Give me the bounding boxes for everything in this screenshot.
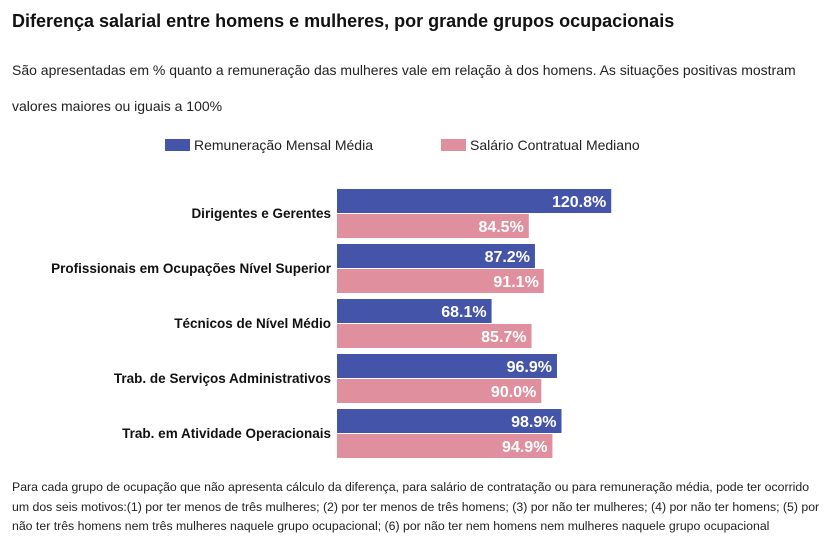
category-label: Trab. em Atividade Operacionais — [122, 426, 331, 441]
data-label: 96.9% — [507, 359, 552, 376]
data-label: 91.1% — [493, 274, 538, 291]
data-label: 68.1% — [441, 304, 486, 321]
bar-chart: Dirigentes e Gerentes 120.8% 84.5% Profissi… — [51, 189, 612, 458]
legend-swatch-salario — [441, 139, 466, 151]
chart-subtitle: São apresentadas em % quanto a remuneraç… — [12, 62, 796, 114]
bar-remuneracao[interactable] — [337, 189, 612, 213]
bar-salario[interactable] — [337, 434, 553, 458]
bar-salario[interactable] — [337, 269, 544, 293]
chart-title: Diferença salarial entre homens e mulher… — [12, 11, 675, 31]
bar-salario[interactable] — [337, 214, 529, 238]
data-label: 98.9% — [511, 414, 556, 431]
data-label: 84.5% — [478, 219, 523, 236]
category-label: Profissionais em Ocupações Nível Superio… — [51, 261, 332, 276]
bar-remuneracao[interactable] — [337, 354, 557, 378]
bar-remuneracao[interactable] — [337, 244, 535, 268]
data-label: 85.7% — [481, 329, 526, 346]
category-label: Trab. de Serviços Administrativos — [114, 371, 331, 386]
data-label: 90.0% — [491, 384, 536, 401]
legend: Remuneração Mensal Média Salário Contrat… — [0, 137, 836, 157]
footnote: Para cada grupo de ocupação que não apre… — [12, 480, 820, 533]
category-label: Técnicos de Nível Médio — [174, 316, 331, 331]
bar-salario[interactable] — [337, 324, 532, 348]
legend-label-salario: Salário Contratual Mediano — [470, 137, 640, 153]
legend-item-remuneracao[interactable]: Remuneração Mensal Média — [165, 137, 373, 153]
category-label: Dirigentes e Gerentes — [191, 206, 331, 221]
legend-swatch-remuneracao — [165, 139, 190, 151]
data-label: 120.8% — [552, 194, 606, 211]
bar-remuneracao[interactable] — [337, 409, 562, 433]
data-label: 87.2% — [485, 249, 530, 266]
bar-remuneracao[interactable] — [337, 299, 492, 323]
data-label: 94.9% — [502, 439, 547, 456]
legend-label-remuneracao: Remuneração Mensal Média — [194, 137, 373, 153]
bar-salario[interactable] — [337, 379, 542, 403]
legend-item-salario[interactable]: Salário Contratual Mediano — [441, 137, 640, 153]
